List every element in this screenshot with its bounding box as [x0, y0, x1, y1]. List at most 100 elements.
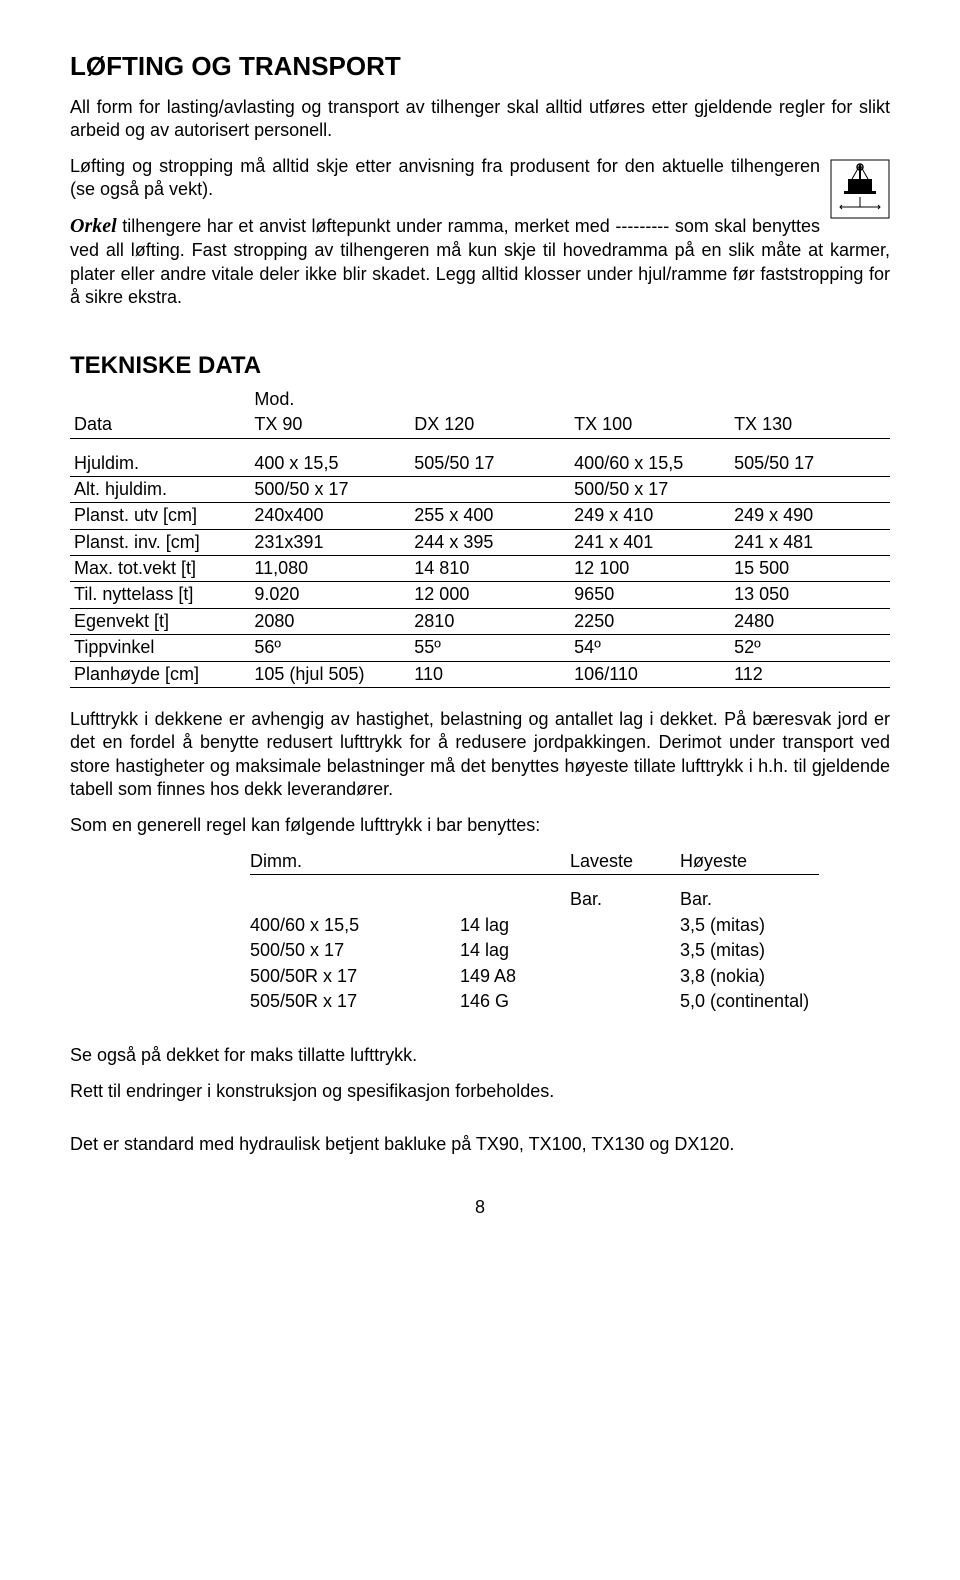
table-cell: 105 (hjul 505) [250, 661, 410, 687]
pressure-row: 400/60 x 15,514 lag 3,5 (mitas) [250, 913, 819, 938]
table-cell: 56º [250, 635, 410, 661]
paragraph: Løfting og stropping må alltid skje ette… [70, 155, 890, 202]
table-cell: 15 500 [730, 556, 890, 582]
paragraph-text: tilhengere har et anvist løftepunkt unde… [70, 216, 890, 307]
pressure-empty [570, 938, 680, 963]
table-cell: 231x391 [250, 529, 410, 555]
table-header: TX 100 [570, 412, 730, 438]
table-cell: 249 x 410 [570, 503, 730, 529]
table-cell: 244 x 395 [410, 529, 570, 555]
table-cell: 12 000 [410, 582, 570, 608]
table-cell: 12 100 [570, 556, 730, 582]
paragraph: Rett til endringer i konstruksjon og spe… [70, 1080, 890, 1103]
table-cell: 54º [570, 635, 730, 661]
table-cell [730, 476, 890, 502]
table-cell: 14 810 [410, 556, 570, 582]
section-title-tech: TEKNISKE DATA [70, 350, 890, 381]
pressure-val: 3,5 (mitas) [680, 938, 819, 963]
pressure-dimm: 500/50R x 17 [250, 964, 460, 989]
table-cell: 106/110 [570, 661, 730, 687]
paragraph: Se også på dekket for maks tillatte luft… [70, 1044, 890, 1067]
table-cell: 112 [730, 661, 890, 687]
table-row: Max. tot.vekt [t]11,08014 81012 10015 50… [70, 556, 890, 582]
table-cell: 505/50 17 [730, 451, 890, 477]
pressure-hdr-dimm: Dimm. [250, 849, 460, 875]
table-row: Planst. utv [cm]240x400255 x 400249 x 41… [70, 503, 890, 529]
pressure-val: 3,5 (mitas) [680, 913, 819, 938]
table-cell: 500/50 x 17 [570, 476, 730, 502]
pressure-row: 505/50R x 17146 G 5,0 (continental) [250, 989, 819, 1014]
table-cell: 400 x 15,5 [250, 451, 410, 477]
table-header-data: Data [70, 412, 250, 438]
pressure-row: 500/50 x 1714 lag 3,5 (mitas) [250, 938, 819, 963]
table-cell: Max. tot.vekt [t] [70, 556, 250, 582]
table-cell: 255 x 400 [410, 503, 570, 529]
pressure-bar-label: Bar. [570, 887, 680, 912]
table-cell: Planst. utv [cm] [70, 503, 250, 529]
table-cell: 11,080 [250, 556, 410, 582]
table-cell: 2080 [250, 608, 410, 634]
table-cell: 9.020 [250, 582, 410, 608]
table-cell: Planhøyde [cm] [70, 661, 250, 687]
table-cell: Egenvekt [t] [70, 608, 250, 634]
table-cell: Til. nyttelass [t] [70, 582, 250, 608]
table-cell: Planst. inv. [cm] [70, 529, 250, 555]
table-cell: 13 050 [730, 582, 890, 608]
brand-orkel: Orkel [70, 215, 117, 237]
pressure-row: 500/50R x 17149 A8 3,8 (nokia) [250, 964, 819, 989]
table-row: Til. nyttelass [t]9.02012 000965013 050 [70, 582, 890, 608]
table-cell: 400/60 x 15,5 [570, 451, 730, 477]
pressure-dimm: 505/50R x 17 [250, 989, 460, 1014]
table-cell: 110 [410, 661, 570, 687]
pressure-dimm: 500/50 x 17 [250, 938, 460, 963]
pressure-hdr-lav: Laveste [570, 849, 680, 875]
table-cell: 240x400 [250, 503, 410, 529]
table-cell: Alt. hjuldim. [70, 476, 250, 502]
table-cell: 52º [730, 635, 890, 661]
table-cell [410, 476, 570, 502]
table-cell: 249 x 490 [730, 503, 890, 529]
table-header-mod: Mod. [250, 387, 410, 412]
lift-point-icon [830, 159, 890, 219]
table-header: TX 130 [730, 412, 890, 438]
pressure-empty [570, 989, 680, 1014]
paragraph: Det er standard med hydraulisk betjent b… [70, 1133, 890, 1156]
pressure-val: 3,8 (nokia) [680, 964, 819, 989]
pressure-empty [570, 964, 680, 989]
paragraph: Som en generell regel kan følgende luftt… [70, 814, 890, 837]
pressure-lag: 149 A8 [460, 964, 570, 989]
table-cell: Tippvinkel [70, 635, 250, 661]
table-cell: 241 x 401 [570, 529, 730, 555]
table-cell: 2250 [570, 608, 730, 634]
paragraph: All form for lasting/avlasting og transp… [70, 96, 890, 143]
table-cell: 500/50 x 17 [250, 476, 410, 502]
pressure-lag: 14 lag [460, 913, 570, 938]
section-title-lifting: LØFTING OG TRANSPORT [70, 50, 890, 84]
table-row: Hjuldim.400 x 15,5505/50 17400/60 x 15,5… [70, 451, 890, 477]
table-row: Tippvinkel56º55º54º52º [70, 635, 890, 661]
pressure-bar-label: Bar. [680, 887, 819, 912]
pressure-hdr-hoy: Høyeste [680, 849, 819, 875]
tech-data-table: Mod. Data TX 90 DX 120 TX 100 TX 130 Hju… [70, 387, 890, 688]
table-cell: Hjuldim. [70, 451, 250, 477]
table-row: Alt. hjuldim.500/50 x 17500/50 x 17 [70, 476, 890, 502]
page-number: 8 [70, 1196, 890, 1219]
table-cell: 2480 [730, 608, 890, 634]
table-row: Egenvekt [t]2080281022502480 [70, 608, 890, 634]
pressure-table: Dimm. Laveste Høyeste Bar. Bar. 400/60 x… [250, 849, 819, 1014]
table-row: Planst. inv. [cm]231x391244 x 395241 x 4… [70, 529, 890, 555]
pressure-dimm: 400/60 x 15,5 [250, 913, 460, 938]
pressure-lag: 14 lag [460, 938, 570, 963]
table-cell: 505/50 17 [410, 451, 570, 477]
table-cell: 55º [410, 635, 570, 661]
table-cell: 2810 [410, 608, 570, 634]
paragraph: Orkel tilhengere har et anvist løftepunk… [70, 213, 890, 309]
table-header: DX 120 [410, 412, 570, 438]
table-cell: 9650 [570, 582, 730, 608]
pressure-val: 5,0 (continental) [680, 989, 819, 1014]
table-cell: 241 x 481 [730, 529, 890, 555]
table-row: Planhøyde [cm]105 (hjul 505)110106/11011… [70, 661, 890, 687]
paragraph: Lufttrykk i dekkene er avhengig av hasti… [70, 708, 890, 802]
pressure-lag: 146 G [460, 989, 570, 1014]
table-header: TX 90 [250, 412, 410, 438]
